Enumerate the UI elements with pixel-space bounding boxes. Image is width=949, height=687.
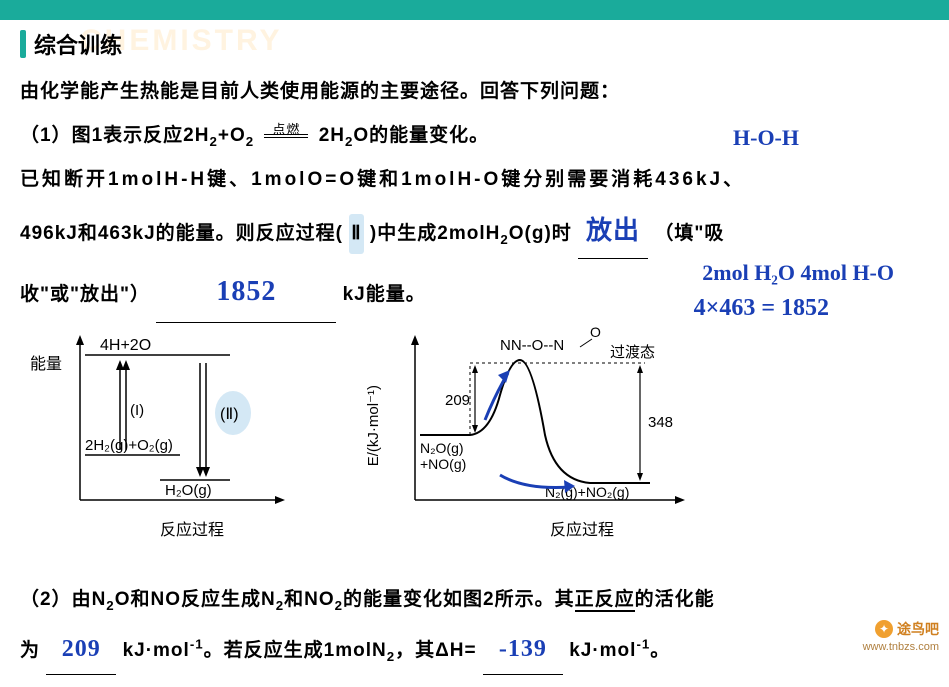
d2-ylabel: E/(kJ·mol⁻¹): [365, 385, 383, 466]
d2-trans-label: 过渡态: [610, 344, 655, 361]
hw-answer1: 放出: [586, 216, 640, 245]
q2-l2-f: 。: [650, 640, 670, 661]
q1-l2b-c: )中生成2molH: [370, 223, 500, 244]
watermark-url: www.tnbzs.com: [863, 641, 939, 653]
d2-reactant-b: +NO(g): [420, 456, 466, 472]
content-area: CHEMISTRY 综合训练 由化学能产生热能是目前人类使用能源的主要途径。回答…: [0, 20, 949, 687]
q1-l1-d: O的能量变化。: [353, 125, 489, 146]
q1-l3-b: kJ能量。: [343, 284, 426, 305]
ignite-label: 点燃: [272, 116, 300, 143]
q2-line1: （2）由N2O和NO反应生成N2和NO2的能量变化如图2所示。其正反应的活化能: [20, 580, 929, 620]
diagram1-svg: 4H+2O 2H₂(g)+O₂(g) H₂O(g) (I): [30, 325, 300, 535]
q1-l1-b: +O: [218, 125, 246, 146]
q2-l1-c: 和NO: [284, 589, 335, 610]
section-header: CHEMISTRY 综合训练: [20, 28, 929, 60]
intro-text: 由化学能产生热能是目前人类使用能源的主要途径。回答下列问题：: [20, 72, 929, 112]
q2-l1-b: O和NO反应生成N: [115, 589, 276, 610]
q1-l2b-e: （填"吸: [654, 223, 724, 244]
d1-label-II: (Ⅱ): [220, 406, 239, 423]
d1-bottom: H₂O(g): [165, 482, 212, 499]
hw-h-o-h: H-O-H: [733, 125, 799, 151]
q2-l2-a: 为: [20, 640, 40, 661]
d1-xlabel: 反应过程: [160, 516, 224, 540]
watermark-name: 途鸟吧: [897, 619, 939, 639]
watermark: ✦ 途鸟吧 www.tnbzs.com: [863, 619, 939, 653]
roman-2: Ⅱ: [351, 223, 361, 244]
d2-reactant-a: N₂O(g): [420, 440, 464, 456]
q1-line2a: 已知断开1molH-H键、1molO=O键和1molH-O键分别需要消耗436k…: [20, 160, 929, 200]
q1-l2b-a: 496kJ和463kJ的能量。则反应过程(: [20, 223, 343, 244]
q2-l1-f: 的活化能: [635, 589, 715, 610]
hw-calc1: 2mol H₂O 4mol H-O: [702, 260, 894, 286]
d2-xlabel: 反应过程: [550, 516, 614, 540]
q2-l1-a: （2）由N: [20, 589, 106, 610]
d2-transition: NN--O--N: [500, 337, 564, 354]
hw-ea: 209: [62, 636, 101, 662]
q1-l3-a: 收"或"放出"）: [20, 284, 150, 305]
section-accent-bar: [20, 30, 26, 58]
hw-calc2: 4×463 = 1852: [694, 295, 829, 322]
d1-top: 4H+2O: [100, 337, 151, 354]
hw-answer2: 1852: [216, 276, 276, 307]
diagram-1: 4H+2O 2H₂(g)+O₂(g) H₂O(g) (I): [30, 325, 300, 540]
q1-l1-c: 2H: [319, 125, 345, 146]
d1-mid: 2H₂(g)+O₂(g): [85, 437, 173, 454]
diagram-2: 209 348 NN--O--N O 过渡态 N₂O(g) +NO(g) N₂(…: [370, 325, 710, 540]
top-teal-bar: [0, 0, 949, 20]
watermark-icon: ✦: [875, 620, 893, 638]
d2-348: 348: [648, 414, 673, 431]
q1-line2b: 496kJ和463kJ的能量。则反应过程( Ⅱ )中生成2molH2O(g)时 …: [20, 204, 929, 260]
d2-o: O: [590, 325, 601, 340]
q2-l2-e: kJ·mol: [569, 640, 636, 661]
diagram2-svg: 209 348 NN--O--N O 过渡态 N₂O(g) +NO(g) N₂(…: [370, 325, 710, 535]
d1-label-I: (I): [130, 402, 144, 419]
q2-l1-e: 正反应: [575, 589, 635, 612]
q2-line2: 为 209 kJ·mol-1。若反应生成1molN2，其ΔH= -139 kJ·…: [20, 624, 929, 675]
q2-l2-b: kJ·mol: [123, 640, 190, 661]
d1-ylabel: 能量: [30, 350, 62, 374]
section-title: 综合训练: [34, 28, 122, 60]
hw-dh: -139: [499, 636, 547, 662]
q1-l2b-d: O(g)时: [509, 223, 572, 244]
q2-l2-d: ，其ΔH=: [395, 640, 476, 661]
d2-209: 209: [445, 392, 470, 409]
q1-l1-a: （1）图1表示反应2H: [20, 125, 209, 146]
diagram-row: 4H+2O 2H₂(g)+O₂(g) H₂O(g) (I): [30, 333, 929, 540]
q2-l1-d: 的能量变化如图2所示。其: [343, 589, 575, 610]
q2-l2-c: 。若反应生成1molN: [204, 640, 387, 661]
